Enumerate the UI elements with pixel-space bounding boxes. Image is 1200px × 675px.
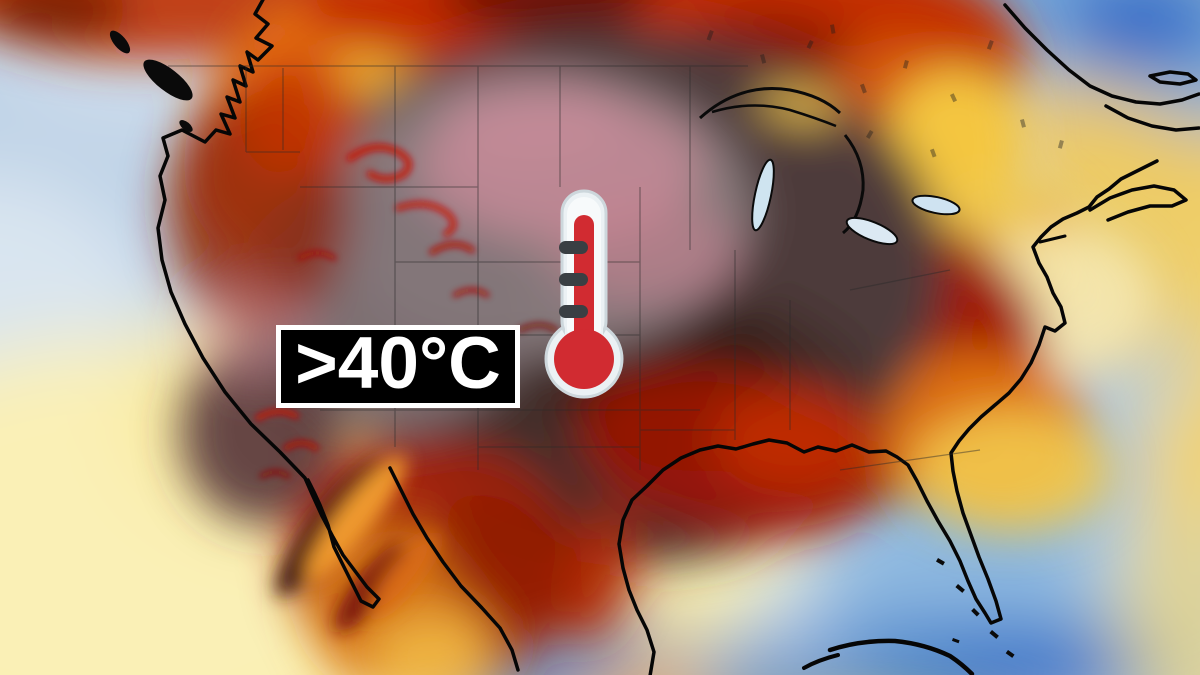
st-lawrence-north-shore [1003,3,1200,106]
thermometer-tick [559,241,588,254]
cuba-west-tip [802,653,840,670]
anticosti-island [1148,70,1198,86]
haida-gwaii [109,30,131,54]
cuba-coastline [827,638,975,675]
coastlines [109,0,1200,675]
island-specks [109,30,1015,658]
long-island [1038,234,1067,244]
thermometer-tick [559,273,588,286]
thermometer-icon [544,189,624,399]
pacific-coastline [156,0,381,609]
fine-heat-veins [255,143,559,479]
lake-superior-shore [698,87,842,120]
temperature-label-text: >40°C [295,323,501,404]
thermometer-tick [559,305,588,318]
great-lakes [698,87,961,246]
lake-superior-south-shore [711,104,837,128]
temperature-label: >40°C [276,325,520,408]
lake-erie [845,216,899,246]
lake-michigan [751,158,775,232]
lake-ontario [911,194,961,216]
vancouver-island [143,59,193,101]
mexico-west-coastline [388,466,520,672]
gaspe-south-shore [1104,104,1200,132]
nova-scotia-coastline [1088,184,1188,222]
boreal-lake-specks [706,24,1064,158]
gulf-and-atlantic-coastline [617,159,1159,675]
thermometer-mercury-bulb [554,329,614,389]
